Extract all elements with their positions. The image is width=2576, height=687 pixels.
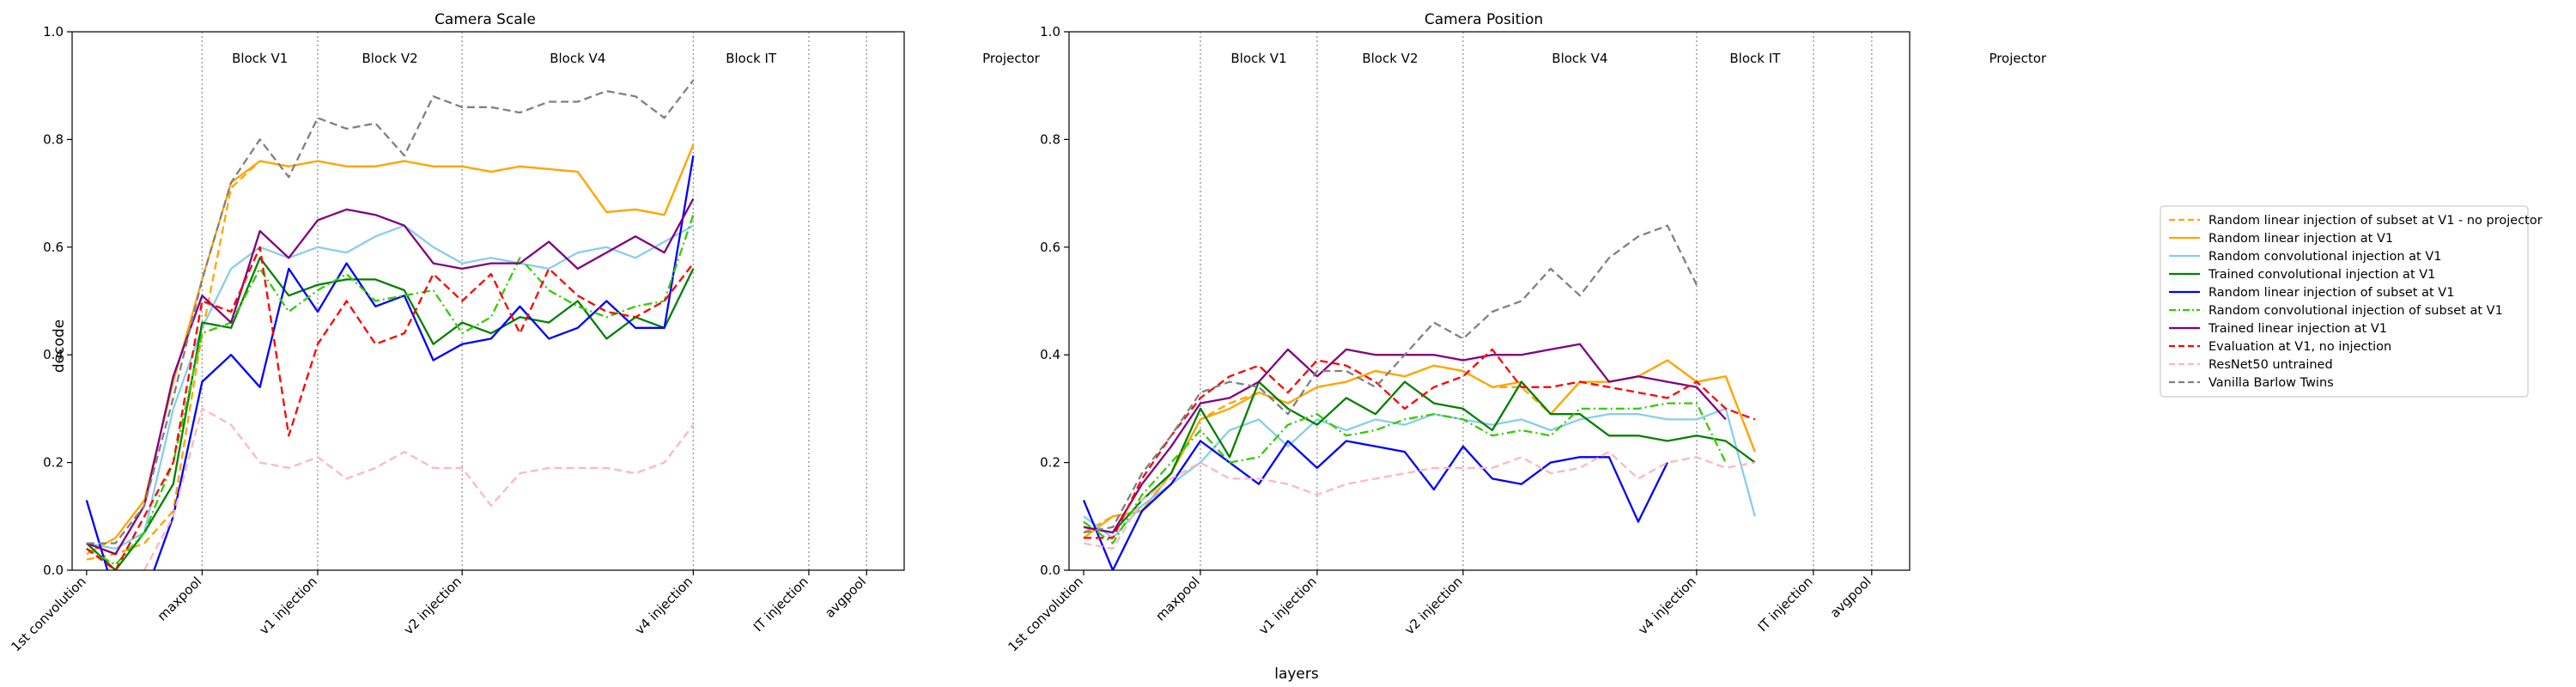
x-axis-label: layers: [1274, 666, 1319, 683]
block-label: Projector: [982, 51, 1040, 66]
legend-label: Random linear injection of subset at V1 …: [2208, 214, 2543, 228]
block-label: Block V2: [362, 51, 418, 66]
subplot-camera-scale: Camera Scale decode 0.0 0.2 0.4 0.6 0.8 1.0 1s…: [8, 11, 1040, 654]
series-line: [86, 214, 695, 566]
series-line: [1083, 224, 1698, 534]
legend-label: Random linear injection at V1: [2208, 232, 2393, 246]
series-line: [85, 155, 695, 570]
series-line: [86, 224, 694, 550]
x-tick-label: 1st convolution: [1005, 574, 1085, 654]
legend-label: Random linear injection of subset at V1: [2208, 286, 2454, 300]
x-tick-label: 1st convolution: [8, 574, 88, 654]
x-tick-label: maxpool: [1152, 574, 1203, 624]
series-line: [1083, 450, 1756, 550]
series-line: [86, 144, 695, 556]
y-tick-label: 0.8: [43, 131, 64, 147]
subplot-title: Camera Scale: [434, 11, 536, 28]
x-tick-label: v1 injection: [256, 574, 319, 637]
series-line: [86, 198, 695, 556]
y-tick-label: 0.2: [1040, 455, 1060, 471]
x-tick-label: v2 injection: [401, 574, 465, 637]
y-tick-label: 0.0: [1040, 562, 1060, 578]
series-line: [143, 407, 695, 570]
subplot-camera-position: Camera Position 0.0 0.2 0.4 0.6 0.8 1.0 1st co…: [1005, 11, 2046, 654]
legend: Random linear injection of subset at V1 …: [2160, 205, 2543, 398]
y-tick-label: 0.4: [43, 347, 64, 362]
y-tick-label: 0.2: [43, 455, 64, 471]
subplot-title: Camera Position: [1425, 11, 1543, 28]
series-line: [1083, 359, 1756, 539]
block-label: Block V4: [550, 51, 605, 66]
legend-frame: [2160, 205, 2529, 398]
x-tick-label: IT injection: [1755, 574, 1816, 635]
x-tick-label: avgpool: [822, 574, 869, 621]
series-line: [86, 257, 695, 570]
block-label: Block V2: [1362, 51, 1418, 66]
y-tick-label: 0.6: [1040, 240, 1060, 255]
x-tick-label: v2 injection: [1401, 574, 1465, 637]
block-label: Projector: [1989, 51, 2046, 66]
block-label: Block IT: [1729, 51, 1781, 66]
block-label: Block V1: [232, 51, 288, 66]
legend-label: Trained convolutional injection at V1: [2208, 268, 2435, 282]
x-tick-label: v4 injection: [1635, 574, 1698, 637]
axes-frame: [71, 31, 905, 571]
x-tick-label: maxpool: [155, 574, 205, 624]
legend-label: Random convolutional injection of subset…: [2208, 304, 2503, 318]
series-line: [86, 79, 695, 544]
legend-label: ResNet50 untrained: [2208, 358, 2333, 372]
x-tick-label: v4 injection: [632, 574, 696, 637]
y-tick-label: 0.6: [43, 240, 64, 255]
legend-label: Random convolutional injection at V1: [2208, 250, 2442, 264]
series-line: [1083, 402, 1727, 544]
series-line: [86, 246, 695, 570]
x-tick-label: v1 injection: [1255, 574, 1319, 637]
x-tick-label: IT injection: [750, 574, 811, 635]
x-tick-label: avgpool: [1827, 574, 1874, 621]
block-label: Block V4: [1552, 51, 1607, 66]
block-label: Block V1: [1230, 51, 1286, 66]
y-axis-label: decode: [51, 319, 68, 373]
y-tick-label: 0.0: [43, 562, 64, 578]
axes-frame: [1068, 31, 1911, 571]
y-tick-label: 0.4: [1040, 347, 1060, 362]
y-tick-label: 1.0: [43, 24, 64, 40]
y-tick-label: 0.8: [1040, 131, 1060, 147]
series-line: [1084, 348, 1756, 539]
legend-label: Evaluation at V1, no injection: [2208, 340, 2391, 354]
block-label: Block IT: [726, 51, 777, 66]
series-line: [1083, 380, 1756, 534]
y-tick-label: 1.0: [1040, 24, 1060, 40]
series-line: [1082, 440, 1668, 570]
legend-label: Trained linear injection at V1: [2208, 322, 2387, 336]
legend-label: Vanilla Barlow Twins: [2208, 376, 2334, 390]
